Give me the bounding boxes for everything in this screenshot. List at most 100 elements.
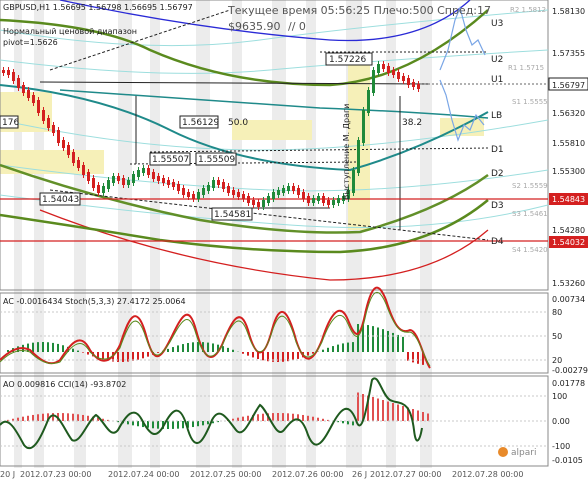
ao-bar <box>262 413 264 421</box>
candle-body <box>167 180 170 185</box>
svg-text:S1 1.5555: S1 1.5555 <box>512 98 548 106</box>
ac-bar <box>27 343 29 352</box>
ao-bar <box>17 417 19 421</box>
ac-bar <box>342 343 344 352</box>
svg-text:LB: LB <box>491 111 502 121</box>
candle-body <box>52 125 55 133</box>
ac-bar <box>412 352 414 363</box>
candle-body <box>222 182 225 189</box>
ac-bar <box>167 348 169 352</box>
ac-bar <box>282 352 284 362</box>
svg-text:0.00: 0.00 <box>552 417 570 426</box>
candle-body <box>2 70 5 73</box>
svg-text:20 J: 20 J <box>0 470 15 479</box>
candle-body <box>262 200 265 207</box>
ao-bar <box>127 421 129 425</box>
ao-bar <box>397 404 399 421</box>
ac-bar <box>77 350 79 352</box>
ao-bar <box>217 421 219 423</box>
svg-text:1.54043: 1.54043 <box>42 195 79 205</box>
ao-bar <box>7 419 9 421</box>
ao-bar <box>407 407 409 421</box>
ac-bar <box>137 352 139 360</box>
ao-bar <box>87 415 89 421</box>
svg-text:20: 20 <box>552 356 562 365</box>
candle-body <box>312 198 315 203</box>
candle-body <box>342 196 345 201</box>
ac-bar <box>57 343 59 352</box>
svg-text:-0.00279: -0.00279 <box>552 366 588 375</box>
svg-text:2012.07.28 00:00: 2012.07.28 00:00 <box>452 470 523 479</box>
ac-bar <box>7 350 9 352</box>
ac-bar <box>257 352 259 359</box>
ac-bar <box>222 346 224 352</box>
mid-label-50: 50.0 <box>228 118 248 128</box>
ac-bar <box>147 352 149 357</box>
svg-text:0.01778: 0.01778 <box>552 379 585 388</box>
trend-lines <box>39 9 489 241</box>
candle-body <box>67 145 70 155</box>
stoch-signal-line <box>0 291 431 367</box>
candle-body <box>392 70 395 75</box>
candle-body <box>382 64 385 69</box>
candle-body <box>7 70 10 75</box>
candle-body <box>232 190 235 195</box>
ac-bar <box>117 352 119 362</box>
candle-body <box>47 118 50 128</box>
ao-bar <box>402 406 404 421</box>
candle-body <box>12 72 15 81</box>
svg-text:S2 1.5559: S2 1.5559 <box>512 182 548 190</box>
ac-bar <box>132 352 134 361</box>
ac-panel-frame <box>0 292 549 374</box>
ac-bar <box>402 336 404 352</box>
ao-bar <box>97 417 99 421</box>
candle-body <box>337 198 340 203</box>
ao-bar <box>207 421 209 425</box>
ac-bar <box>422 352 424 365</box>
candle-body <box>207 185 210 191</box>
ao-bar <box>202 421 204 426</box>
ac-bar <box>387 330 389 352</box>
candle-body <box>387 66 390 73</box>
svg-text:1.56129: 1.56129 <box>182 118 219 128</box>
candle-body <box>412 82 415 87</box>
ac-bar <box>32 342 34 352</box>
ac-bar <box>327 347 329 352</box>
ao-bar <box>52 413 54 421</box>
ac-bar <box>207 342 209 352</box>
candle-body <box>242 194 245 199</box>
ac-bar <box>102 352 104 360</box>
candle-body <box>147 168 150 175</box>
ao-bar <box>272 413 274 421</box>
candle-body <box>27 90 30 98</box>
ac-bar <box>72 348 74 352</box>
ao-bar <box>427 413 429 421</box>
candle-body <box>152 172 155 179</box>
candle-body <box>302 192 305 199</box>
svg-text:-100: -100 <box>552 442 570 451</box>
candle-body <box>367 90 370 113</box>
ao-bar <box>307 415 309 421</box>
band-lower-2 <box>0 163 489 234</box>
ao-bar <box>107 419 109 421</box>
ao-bar <box>367 395 369 421</box>
candle-body <box>142 168 145 173</box>
svg-text:26 J: 26 J <box>352 470 367 479</box>
candle-body <box>357 140 360 173</box>
ao-bar <box>67 413 69 421</box>
ac-bar <box>97 352 99 359</box>
level-labels: U3 U2 U1 LB D1 D2 D3 D4 <box>491 19 504 247</box>
ao-bar <box>192 421 194 428</box>
candle-body <box>32 95 35 103</box>
ac-bar <box>292 352 294 361</box>
svg-text:D2: D2 <box>491 169 504 179</box>
candle-body <box>352 170 355 193</box>
candle-body <box>282 188 285 193</box>
candle-body <box>247 196 250 203</box>
candle-body <box>162 178 165 183</box>
svg-text:1.55810: 1.55810 <box>552 139 585 148</box>
ao-bar <box>277 413 279 421</box>
candle-body <box>77 160 80 168</box>
svg-text:1.53260: 1.53260 <box>552 279 585 288</box>
